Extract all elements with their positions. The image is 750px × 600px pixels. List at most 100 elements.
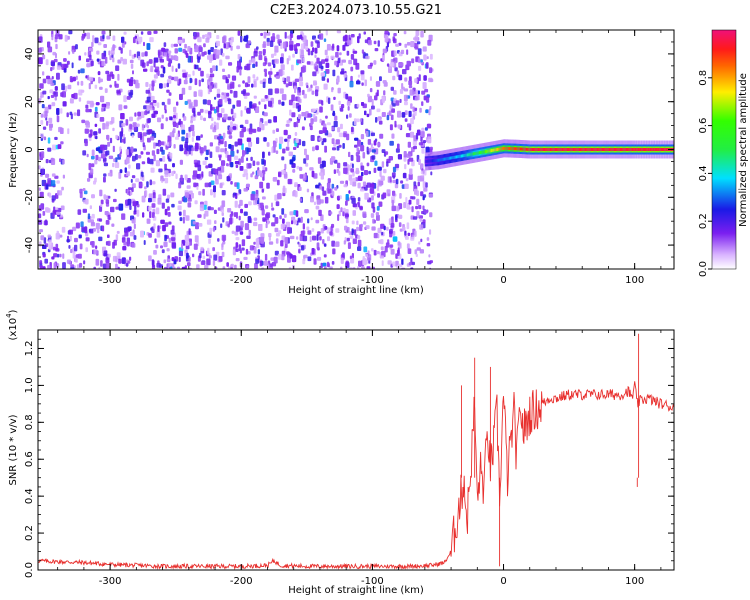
noise-speckle	[262, 196, 266, 200]
noise-speckle	[331, 183, 335, 189]
noise-speckle	[325, 69, 330, 74]
noise-speckle	[370, 213, 375, 218]
noise-speckle	[90, 129, 93, 137]
noise-speckle	[337, 127, 341, 133]
noise-speckle	[226, 163, 229, 167]
noise-speckle	[82, 208, 87, 213]
noise-speckle	[344, 34, 348, 41]
noise-speckle	[325, 30, 328, 36]
noise-speckle	[67, 84, 72, 90]
y-tick-label: 0.6	[24, 451, 35, 467]
colorbar-tick-label: 0.4	[698, 165, 709, 181]
noise-speckle	[309, 61, 314, 66]
noise-speckle	[101, 52, 106, 60]
noise-speckle	[321, 100, 324, 106]
noise-speckle	[346, 237, 350, 242]
noise-speckle	[47, 79, 52, 85]
noise-speckle	[95, 222, 100, 230]
noise-speckle	[243, 188, 248, 192]
noise-speckle	[389, 176, 392, 183]
noise-speckle	[123, 31, 127, 35]
noise-speckle	[256, 244, 260, 248]
noise-speckle	[233, 212, 237, 217]
noise-speckle	[395, 178, 399, 185]
noise-speckle	[306, 188, 310, 193]
y-tick-label: 1.0	[24, 377, 35, 393]
noise-speckle	[318, 137, 323, 141]
noise-speckle	[429, 267, 432, 269]
noise-speckle	[86, 153, 89, 158]
noise-speckle	[289, 44, 294, 51]
noise-speckle	[366, 146, 369, 153]
noise-speckle	[273, 116, 277, 123]
noise-speckle	[298, 104, 301, 111]
noise-speckle	[229, 83, 233, 89]
noise-speckle	[44, 219, 48, 226]
noise-speckle	[410, 103, 413, 109]
noise-speckle	[107, 240, 111, 246]
noise-speckle	[213, 185, 216, 193]
noise-speckle	[226, 92, 230, 97]
noise-speckle	[208, 255, 212, 259]
noise-speckle	[75, 75, 78, 80]
noise-speckle	[392, 166, 397, 173]
noise-speckle	[384, 30, 389, 35]
noise-speckle	[408, 80, 413, 86]
noise-speckle	[107, 253, 111, 258]
noise-speckle	[220, 148, 225, 153]
noise-speckle	[322, 262, 327, 267]
noise-speckle	[376, 185, 380, 192]
noise-speckle	[321, 186, 325, 192]
y-tick-label: 0	[24, 146, 35, 152]
noise-speckle	[299, 198, 302, 202]
noise-speckle	[316, 242, 320, 250]
noise-speckle	[366, 266, 371, 269]
noise-speckle	[279, 88, 284, 94]
noise-speckle	[262, 48, 266, 54]
noise-speckle	[419, 107, 422, 113]
noise-speckle	[299, 34, 303, 39]
noise-speckle	[331, 126, 335, 131]
noise-speckle	[234, 141, 238, 147]
noise-speckle	[46, 75, 51, 80]
noise-speckle	[63, 68, 67, 73]
noise-speckle	[337, 162, 341, 169]
noise-speckle	[160, 141, 165, 146]
noise-speckle	[280, 240, 284, 247]
noise-speckle	[206, 73, 210, 78]
noise-speckle	[233, 155, 239, 160]
noise-speckle	[355, 167, 359, 175]
noise-speckle	[122, 246, 127, 251]
noise-speckle	[151, 130, 155, 135]
noise-speckle	[302, 58, 305, 63]
noise-speckle	[171, 76, 175, 81]
noise-speckle	[371, 155, 376, 160]
noise-speckle	[61, 83, 65, 91]
track-band-core	[527, 147, 529, 151]
noise-speckle	[416, 210, 420, 218]
noise-speckle	[232, 104, 236, 109]
noise-speckle	[292, 168, 295, 173]
noise-speckle	[85, 108, 90, 113]
noise-speckle	[235, 237, 240, 241]
noise-speckle	[222, 68, 225, 72]
track-band-core	[536, 148, 538, 151]
noise-speckle	[151, 259, 155, 266]
noise-speckle	[66, 259, 72, 264]
y-tick-label: 0.0	[24, 562, 35, 578]
noise-speckle	[350, 34, 355, 38]
noise-speckle	[293, 146, 297, 150]
noise-speckle	[227, 208, 232, 213]
noise-speckle	[149, 83, 153, 88]
noise-speckle	[85, 121, 90, 128]
noise-speckle	[114, 162, 120, 168]
noise-speckle	[361, 172, 364, 177]
noise-speckle	[223, 43, 226, 49]
noise-speckle	[289, 253, 292, 259]
noise-speckle	[104, 211, 109, 216]
noise-speckle	[170, 229, 175, 235]
track-band-core	[491, 149, 493, 152]
track-band-core	[509, 147, 511, 150]
noise-speckle	[286, 251, 290, 255]
noise-speckle	[168, 237, 172, 243]
